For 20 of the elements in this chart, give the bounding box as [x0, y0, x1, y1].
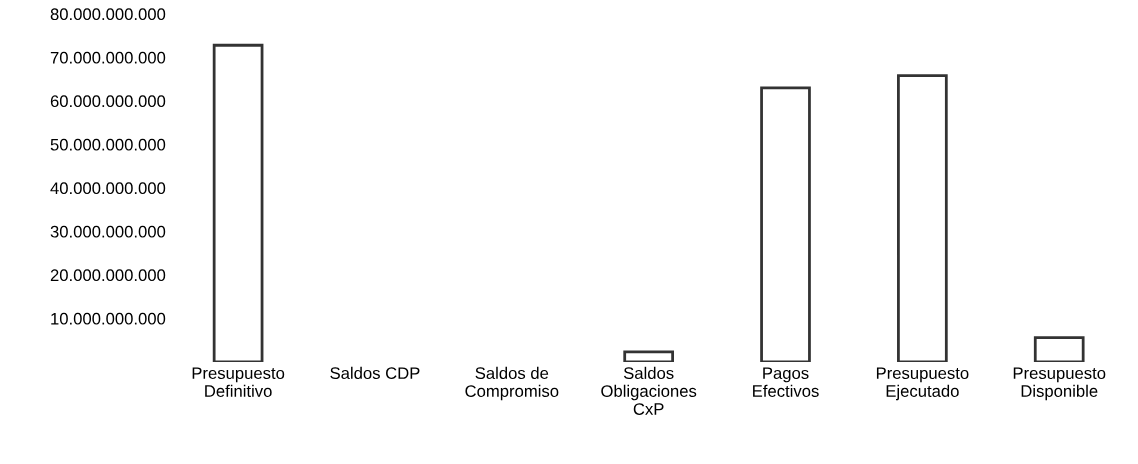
y-tick-label: 30.000.000.000: [50, 225, 166, 238]
bar: [623, 350, 674, 362]
y-tick-label: 80.000.000.000: [50, 8, 166, 21]
y-tick-label: 70.000.000.000: [50, 51, 166, 64]
bar: [897, 74, 948, 362]
x-tick-label: Presupuesto Ejecutado: [876, 367, 969, 401]
y-tick-label: 10.000.000.000: [51, 312, 166, 325]
x-tick-label: Pagos Efectivos: [753, 367, 819, 397]
y-tick-label: 50.000.000.000: [50, 138, 166, 151]
bar: [1033, 336, 1085, 362]
x-tick-label: Saldos CDP: [330, 366, 420, 380]
x-tick-label: Presupuesto Disponible: [1013, 367, 1106, 401]
x-tick-label: Saldos de Compromiso: [465, 366, 559, 401]
bar: [212, 43, 264, 362]
y-tick-label: 60.000.000.000: [50, 95, 166, 108]
x-tick-label: Saldos Obligaciones CxP: [601, 366, 697, 415]
y-tick-label: 20.000.000.000: [50, 269, 166, 282]
x-tick-label: Presupuesto Definitivo: [192, 367, 285, 397]
bar: [760, 86, 811, 362]
y-tick-label: 40.000.000.000: [50, 182, 166, 195]
